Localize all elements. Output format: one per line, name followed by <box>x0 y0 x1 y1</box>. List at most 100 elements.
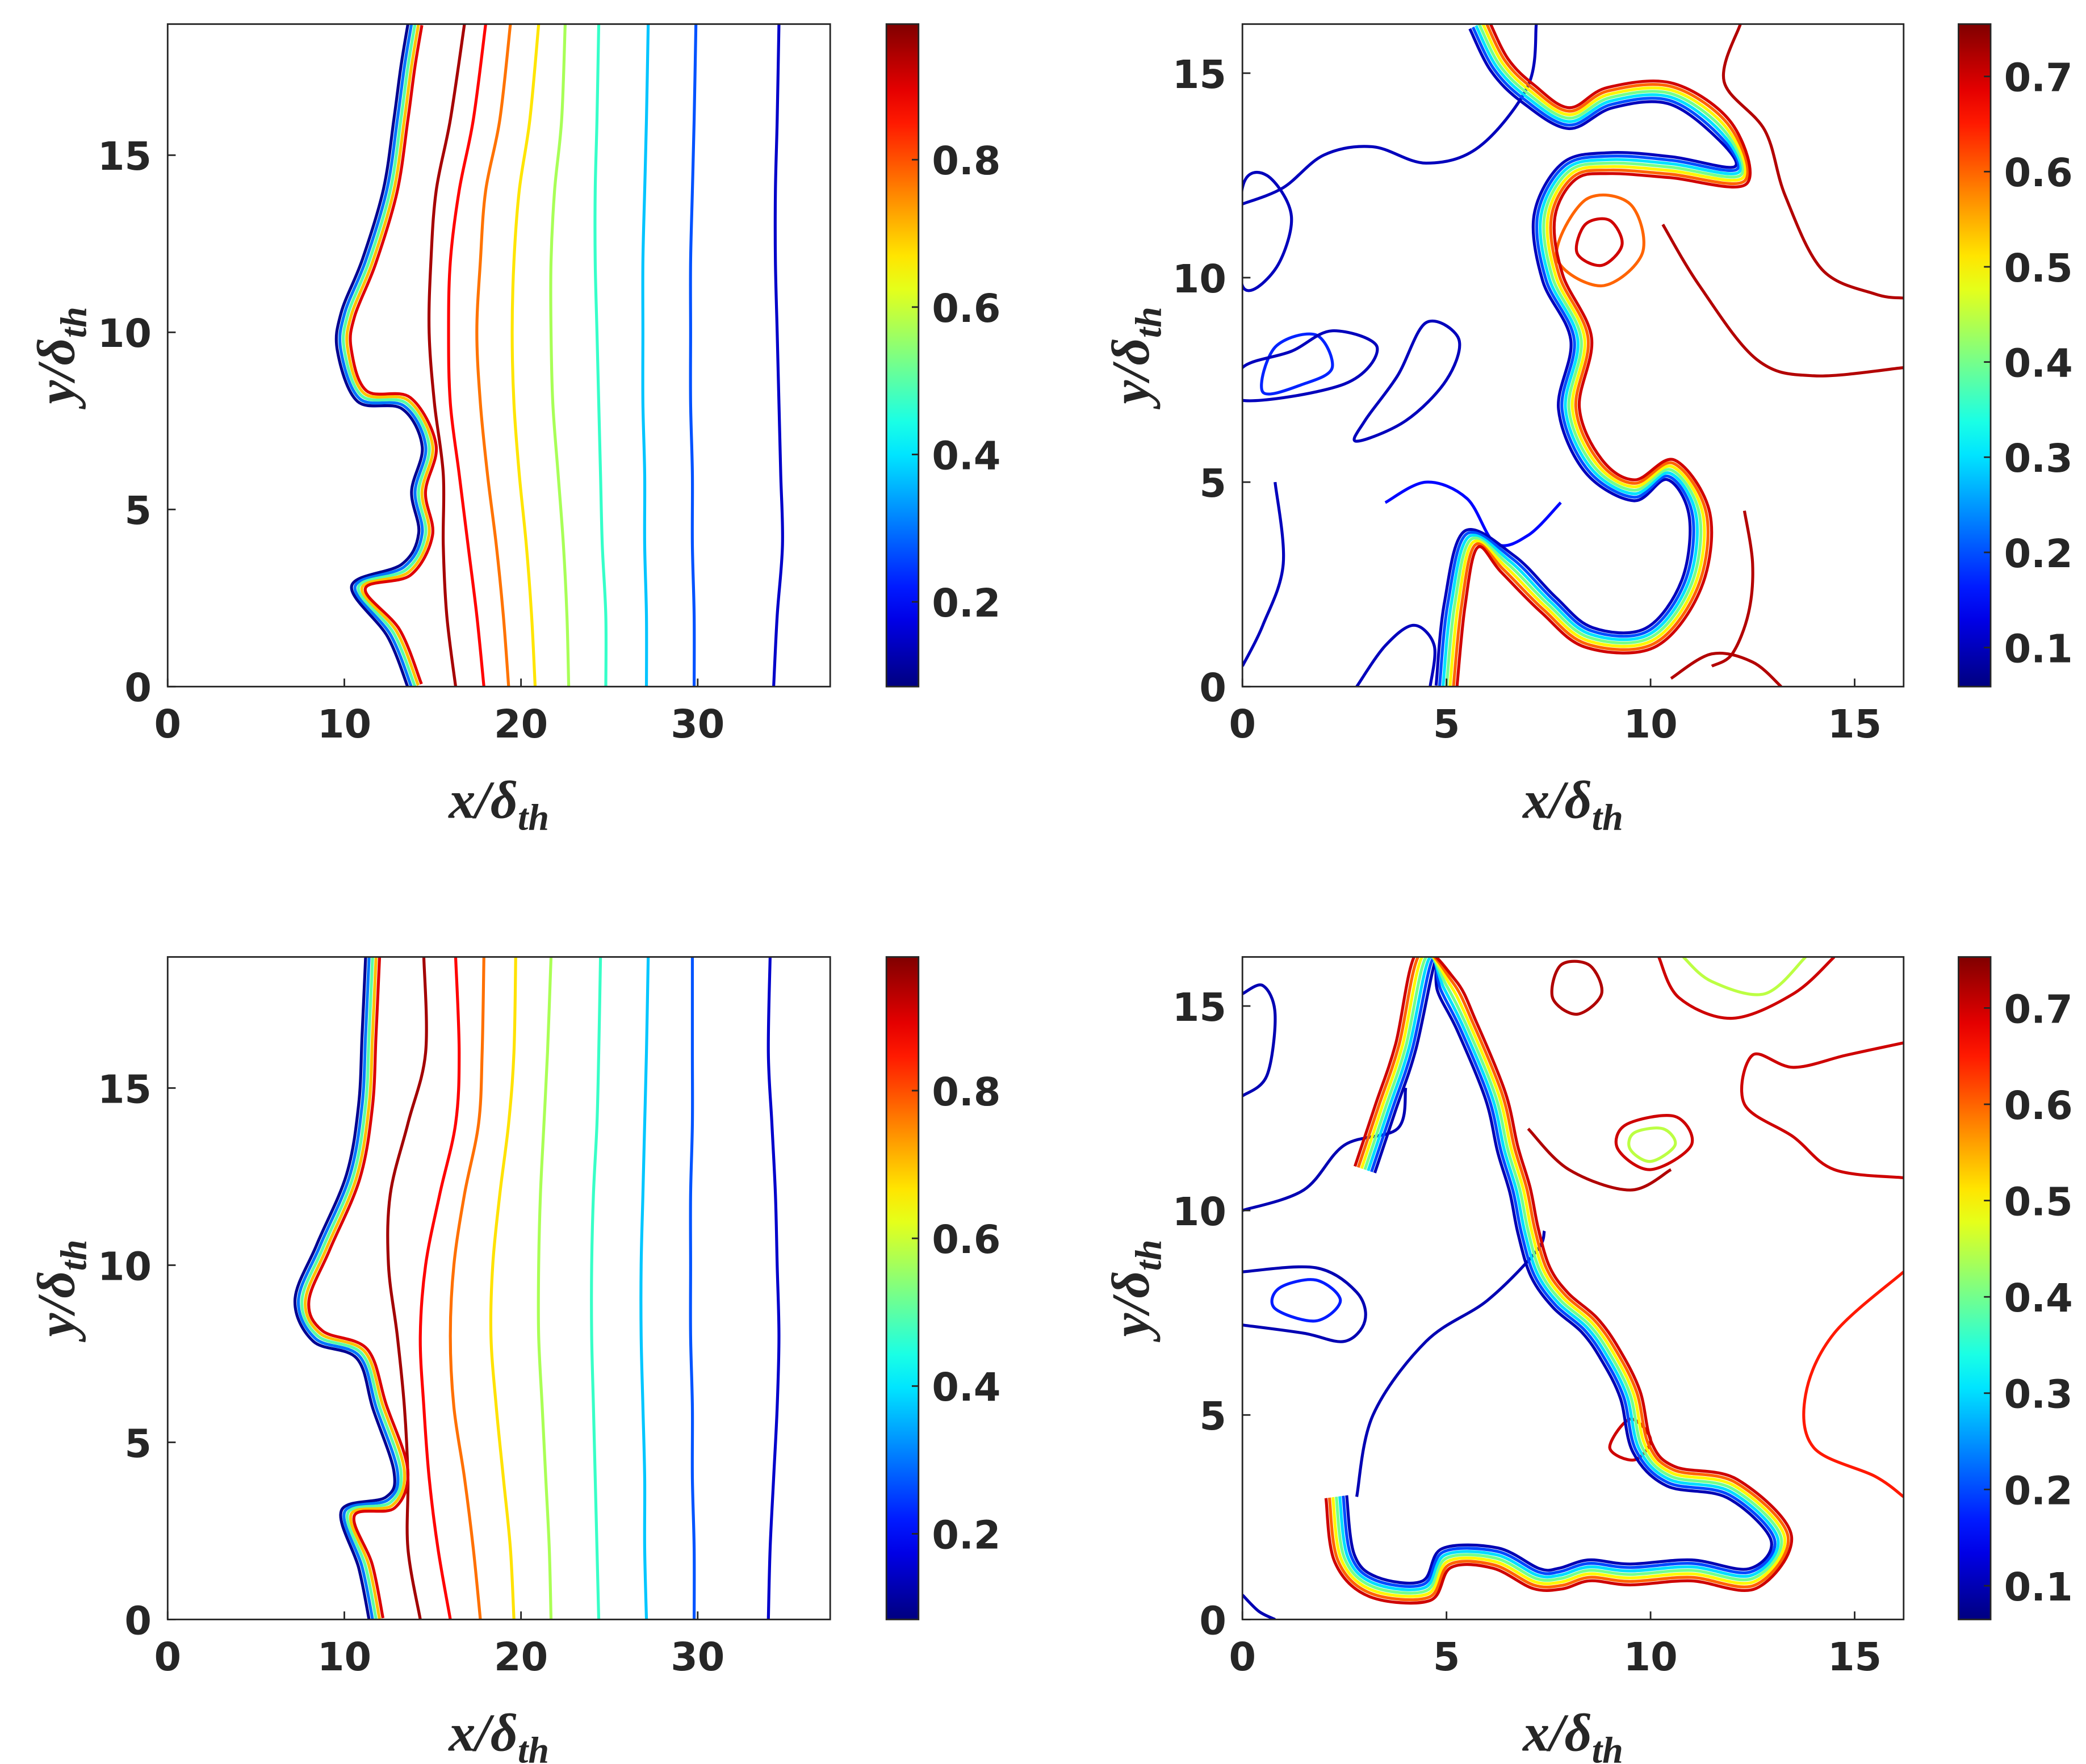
contour-line <box>1802 1271 1904 1498</box>
contour-line <box>593 24 608 687</box>
contour-line <box>1657 957 1836 1020</box>
x-tick-label: 20 <box>494 1635 548 1680</box>
x-tick-label: 30 <box>671 1635 724 1680</box>
colorbar-tick-label: 0.1 <box>2004 1565 2073 1610</box>
colorbar-tick-label: 0.4 <box>2004 1276 2073 1321</box>
y-tick-label: 10 <box>98 1245 152 1289</box>
contour-line <box>1438 26 1740 686</box>
contour-line <box>386 957 428 1620</box>
x-tick-label: 5 <box>1433 702 1460 747</box>
contour-line <box>1711 510 1754 668</box>
contour-line <box>689 957 696 1620</box>
colorbar-tick-label: 0.1 <box>2004 627 2073 672</box>
contour-line <box>342 24 431 687</box>
y-axis-label: y/δth <box>27 1239 94 1342</box>
contour-line <box>297 957 400 1620</box>
y-tick-label: 0 <box>124 1599 152 1644</box>
contour-line <box>1242 1087 1408 1212</box>
contour-line <box>641 24 650 687</box>
colorbar-tick-label: 0.4 <box>932 1365 1000 1410</box>
contour-line <box>1574 217 1624 267</box>
contour-line <box>300 957 403 1620</box>
colorbar-tick-label: 0.6 <box>932 287 1000 332</box>
y-axis-label: y/δth <box>1101 1239 1169 1342</box>
contour-line <box>1260 332 1334 396</box>
panel: 0 5 10 15 0 5 10 15 x/δth y/δth 0.1 0.2 0.3 0.4 0.5 0.6… <box>1101 23 2073 839</box>
contour-line <box>1384 480 1562 547</box>
colorbar <box>1958 956 1992 1620</box>
contour-line <box>307 957 410 1619</box>
colorbar-tick-label: 0.4 <box>2004 342 2073 387</box>
axes-frame <box>166 956 831 1620</box>
x-tick-label: 10 <box>1624 1635 1678 1680</box>
x-tick-label: 10 <box>317 1635 371 1680</box>
x-tick-label: 15 <box>1828 702 1882 747</box>
colorbar-tick-label: 0.2 <box>932 1513 1000 1558</box>
contour-line <box>1721 24 1904 300</box>
x-tick-label: 10 <box>317 702 371 747</box>
colorbar-tick-label: 0.6 <box>932 1218 1000 1263</box>
contour-line <box>1448 24 1747 687</box>
colorbar <box>1958 23 1992 688</box>
contour-line <box>1445 24 1745 687</box>
x-tick-label: 0 <box>154 702 181 747</box>
contour-line <box>1434 28 1738 686</box>
y-tick-label: 10 <box>98 312 152 357</box>
contour-line <box>1242 481 1285 667</box>
colorbar-tick-label: 0.2 <box>2004 1469 2073 1514</box>
y-tick-label: 5 <box>124 1422 152 1466</box>
contour-line <box>304 957 407 1619</box>
x-tick-label: 0 <box>154 1635 181 1680</box>
contour-line <box>1555 193 1645 288</box>
contour-line <box>427 24 466 687</box>
contour-line <box>549 24 571 687</box>
colorbar <box>885 23 920 688</box>
contour-line <box>1338 957 1780 1591</box>
contour-line <box>447 24 487 687</box>
contour-line <box>1352 320 1461 443</box>
colorbar-tick-label: 0.8 <box>932 139 1000 184</box>
x-tick-label: 15 <box>1828 1635 1882 1680</box>
contour-line <box>772 24 784 687</box>
colorbar-tick-label: 0.4 <box>932 434 1000 479</box>
colorbar-tick-label: 0.7 <box>2004 56 2073 101</box>
contour-line <box>537 957 553 1620</box>
x-tick-label: 5 <box>1433 1635 1460 1680</box>
y-tick-label: 15 <box>98 135 152 179</box>
colorbar <box>885 956 920 1620</box>
contour-line <box>1242 1265 1367 1343</box>
contour-line <box>1355 623 1436 687</box>
contour-line <box>1740 1041 1904 1180</box>
colorbar-tick-label: 0.6 <box>2004 1084 2073 1129</box>
y-tick-label: 0 <box>1199 1599 1226 1644</box>
colorbar-tick-label: 0.3 <box>2004 437 2073 481</box>
y-axis-label: y/δth <box>27 307 94 409</box>
contour-line <box>1441 25 1742 686</box>
colorbar-tick-label: 0.8 <box>932 1070 1000 1115</box>
contour-line <box>418 957 461 1620</box>
contour-line <box>334 24 424 687</box>
contour-line <box>510 24 541 687</box>
contour-line <box>1682 957 1807 996</box>
contour-line <box>1242 171 1293 292</box>
contour-line <box>1345 959 1773 1585</box>
axes-frame <box>1241 956 1905 1620</box>
colorbar-tick-label: 0.2 <box>2004 532 2073 577</box>
y-tick-label: 10 <box>1172 1190 1226 1235</box>
y-tick-label: 15 <box>1172 986 1226 1030</box>
y-tick-label: 5 <box>124 489 152 534</box>
y-tick-label: 5 <box>1199 1394 1226 1439</box>
y-tick-label: 15 <box>98 1067 152 1112</box>
colorbar-tick-label: 0.6 <box>2004 151 2073 196</box>
contour-line <box>293 957 396 1620</box>
contour-line <box>1342 957 1777 1588</box>
colorbar-tick-label: 0.5 <box>2004 1180 2073 1225</box>
contour-line <box>1327 957 1790 1602</box>
contour-line <box>1242 1594 1276 1620</box>
x-tick-label: 20 <box>494 702 548 747</box>
y-axis-label: y/δth <box>1101 307 1169 409</box>
contour-line <box>590 957 602 1620</box>
contour-line <box>1661 224 1904 378</box>
